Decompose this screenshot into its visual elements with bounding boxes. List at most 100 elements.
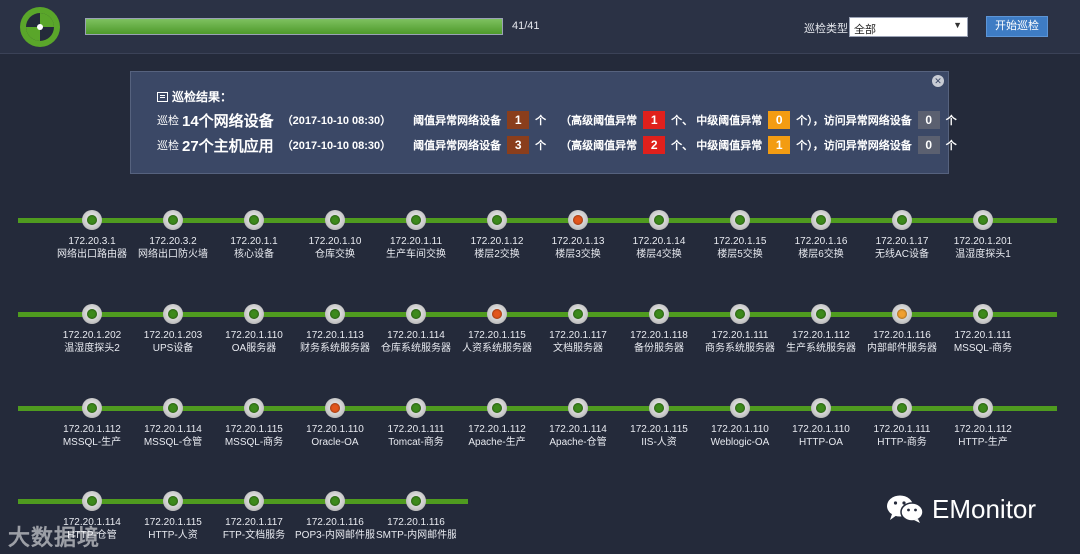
status-indicator-icon[interactable] <box>568 398 588 418</box>
device-node[interactable]: 172.20.1.12 楼层2交换 <box>457 210 537 262</box>
status-indicator-icon[interactable] <box>568 210 588 230</box>
device-name: Weblogic-OA <box>710 437 770 448</box>
status-indicator-icon[interactable] <box>892 398 912 418</box>
status-indicator-icon[interactable] <box>82 491 102 511</box>
status-indicator-icon[interactable] <box>325 491 345 511</box>
chevron-down-icon: ▼ <box>953 20 962 30</box>
status-indicator-icon[interactable] <box>325 210 345 230</box>
start-inspection-button[interactable]: 开始巡检 <box>986 16 1048 37</box>
status-indicator-icon[interactable] <box>811 304 831 324</box>
device-node[interactable]: 172.20.1.202 温湿度探头2 <box>52 304 132 356</box>
device-ip: 172.20.1.114 <box>387 330 445 341</box>
device-node[interactable]: 172.20.1.115 MSSQL-商务 <box>214 398 294 450</box>
status-indicator-icon[interactable] <box>973 398 993 418</box>
device-node[interactable]: 172.20.1.114 仓库系统服务器 <box>376 304 456 356</box>
status-indicator-icon[interactable] <box>487 210 507 230</box>
device-node[interactable]: 172.20.1.203 UPS设备 <box>133 304 213 356</box>
close-icon[interactable]: ✕ <box>932 75 944 87</box>
status-indicator-icon[interactable] <box>244 304 264 324</box>
device-node[interactable]: 172.20.3.2 网络出口防火墙 <box>133 210 213 262</box>
status-indicator-icon[interactable] <box>649 304 669 324</box>
device-node[interactable]: 172.20.1.114 MSSQL-仓管 <box>133 398 213 450</box>
status-indicator-icon[interactable] <box>82 304 102 324</box>
device-node[interactable]: 172.20.1.112 MSSQL-生产 <box>52 398 132 450</box>
device-node[interactable]: 172.20.1.1 核心设备 <box>214 210 294 262</box>
device-name: 温湿度探头1 <box>955 249 1011 260</box>
status-indicator-icon[interactable] <box>487 398 507 418</box>
status-indicator-icon[interactable] <box>244 398 264 418</box>
device-node[interactable]: 172.20.1.10 仓库交换 <box>295 210 375 262</box>
device-node[interactable]: 172.20.1.115 HTTP-人资 <box>133 491 213 543</box>
status-indicator-icon[interactable] <box>163 491 183 511</box>
status-indicator-icon[interactable] <box>730 304 750 324</box>
status-indicator-icon[interactable] <box>730 210 750 230</box>
device-node[interactable]: 172.20.1.116 POP3-内网邮件服... <box>295 491 375 543</box>
unit-label: 个 <box>945 140 957 152</box>
device-name: Tomcat-商务 <box>388 437 444 448</box>
device-node[interactable]: 172.20.3.1 网络出口路由器 <box>52 210 132 262</box>
device-node[interactable]: 172.20.1.115 人资系统服务器 <box>457 304 537 356</box>
device-node[interactable]: 172.20.1.115 IIS-人资 <box>619 398 699 450</box>
device-node[interactable]: 172.20.1.112 Apache-生产 <box>457 398 537 450</box>
status-indicator-icon[interactable] <box>163 398 183 418</box>
device-name: POP3-内网邮件服... <box>295 530 375 541</box>
device-node[interactable]: 172.20.1.111 商务系统服务器 <box>700 304 780 356</box>
device-node[interactable]: 172.20.1.110 HTTP-OA <box>781 398 861 450</box>
device-node[interactable]: 172.20.1.111 MSSQL-商务 <box>943 304 1023 356</box>
device-node[interactable]: 172.20.1.110 Weblogic-OA <box>700 398 780 450</box>
status-indicator-icon[interactable] <box>82 210 102 230</box>
device-node[interactable]: 172.20.1.17 无线AC设备 <box>862 210 942 262</box>
device-node[interactable]: 172.20.1.113 财务系统服务器 <box>295 304 375 356</box>
status-indicator-icon[interactable] <box>406 210 426 230</box>
device-node[interactable]: 172.20.1.118 备份服务器 <box>619 304 699 356</box>
device-name: 仓库系统服务器 <box>381 343 451 354</box>
status-indicator-icon[interactable] <box>163 304 183 324</box>
device-node[interactable]: 172.20.1.111 HTTP-商务 <box>862 398 942 450</box>
device-node[interactable]: 172.20.1.110 Oracle-OA <box>295 398 375 450</box>
inspection-type-label: 巡检类型 <box>804 23 848 35</box>
status-indicator-icon[interactable] <box>244 491 264 511</box>
status-indicator-icon[interactable] <box>487 304 507 324</box>
status-indicator-icon[interactable] <box>568 304 588 324</box>
device-name: 无线AC设备 <box>875 249 929 260</box>
device-ip: 172.20.3.2 <box>149 236 197 247</box>
status-indicator-icon[interactable] <box>892 304 912 324</box>
status-indicator-icon[interactable] <box>325 304 345 324</box>
status-indicator-icon[interactable] <box>649 210 669 230</box>
device-node[interactable]: 172.20.1.15 楼层5交换 <box>700 210 780 262</box>
status-indicator-icon[interactable] <box>811 398 831 418</box>
device-node[interactable]: 172.20.1.201 温湿度探头1 <box>943 210 1023 262</box>
device-node[interactable]: 172.20.1.117 文档服务器 <box>538 304 618 356</box>
status-indicator-icon[interactable] <box>649 398 669 418</box>
device-node[interactable]: 172.20.1.16 楼层6交换 <box>781 210 861 262</box>
device-node[interactable]: 172.20.1.112 生产系统服务器 <box>781 304 861 356</box>
device-node[interactable]: 172.20.1.112 HTTP-生产 <box>943 398 1023 450</box>
inspection-type-select[interactable]: 全部 ▼ <box>849 17 968 37</box>
status-indicator-icon[interactable] <box>163 210 183 230</box>
device-ip: 172.20.1.15 <box>713 236 767 247</box>
status-indicator-icon[interactable] <box>811 210 831 230</box>
status-indicator-icon[interactable] <box>406 398 426 418</box>
status-indicator-icon[interactable] <box>406 491 426 511</box>
device-name: 仓库交换 <box>315 249 355 260</box>
status-indicator-icon[interactable] <box>892 210 912 230</box>
device-node[interactable]: 172.20.1.114 HTTP-仓管 <box>52 491 132 543</box>
status-indicator-icon[interactable] <box>973 304 993 324</box>
status-indicator-icon[interactable] <box>244 210 264 230</box>
status-indicator-icon[interactable] <box>325 398 345 418</box>
device-node[interactable]: 172.20.1.13 楼层3交换 <box>538 210 618 262</box>
device-node[interactable]: 172.20.1.114 Apache-仓管 <box>538 398 618 450</box>
device-node[interactable]: 172.20.1.116 SMTP-内网邮件服... <box>376 491 456 543</box>
device-node[interactable]: 172.20.1.111 Tomcat-商务 <box>376 398 456 450</box>
unit-label: 个 <box>535 140 547 152</box>
device-node[interactable]: 172.20.1.14 楼层4交换 <box>619 210 699 262</box>
device-node[interactable]: 172.20.1.116 内部邮件服务器 <box>862 304 942 356</box>
link-line <box>18 218 1057 223</box>
device-node[interactable]: 172.20.1.117 FTP-文档服务 <box>214 491 294 543</box>
status-indicator-icon[interactable] <box>730 398 750 418</box>
device-node[interactable]: 172.20.1.110 OA服务器 <box>214 304 294 356</box>
status-indicator-icon[interactable] <box>82 398 102 418</box>
device-node[interactable]: 172.20.1.11 生产车间交换 <box>376 210 456 262</box>
status-indicator-icon[interactable] <box>406 304 426 324</box>
status-indicator-icon[interactable] <box>973 210 993 230</box>
